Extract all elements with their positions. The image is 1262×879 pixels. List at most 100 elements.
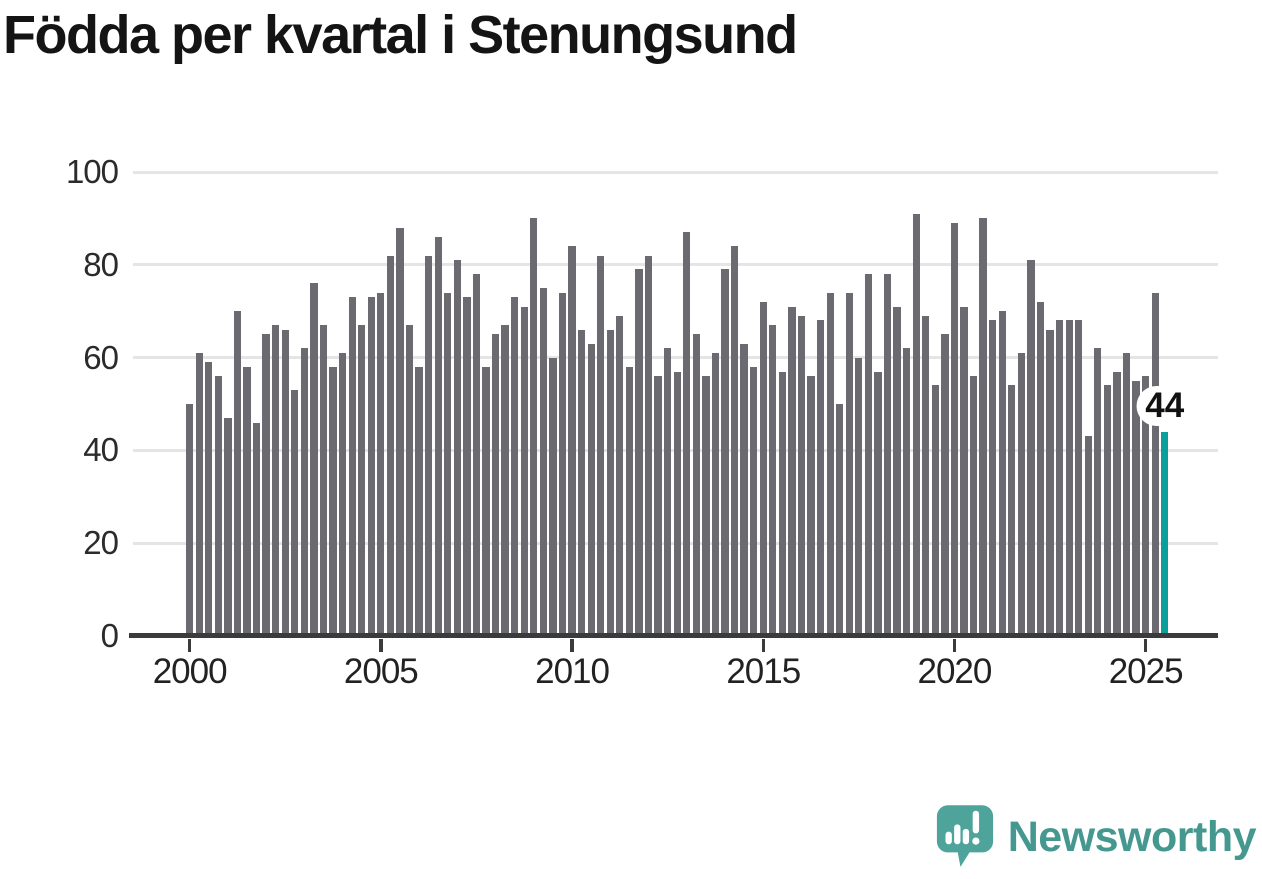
bar xyxy=(597,255,605,636)
bar xyxy=(893,306,901,636)
bar xyxy=(1055,320,1064,636)
bar xyxy=(711,352,720,636)
bar xyxy=(539,288,548,636)
bar xyxy=(826,292,834,636)
x-axis-tick-2000 xyxy=(187,639,192,652)
x-axis-tick-2005 xyxy=(379,639,383,652)
bar xyxy=(1103,385,1112,636)
gridline-y-100 xyxy=(133,170,1218,174)
y-axis-label-0: 0 xyxy=(100,617,119,654)
branding-name: Newsworthy xyxy=(1007,812,1257,861)
bar xyxy=(214,376,222,636)
bar xyxy=(549,357,557,636)
bar xyxy=(1008,385,1016,636)
bar xyxy=(1122,352,1131,636)
bar xyxy=(960,306,968,636)
bar xyxy=(520,306,528,636)
bar xyxy=(577,329,586,636)
bar xyxy=(1094,348,1102,636)
logo-bar-short-icon xyxy=(945,831,952,845)
chart-title: Födda per kvartal i Stenungsund xyxy=(3,5,798,65)
x-axis-label-2020: 2020 xyxy=(917,652,993,691)
bar xyxy=(616,315,624,636)
bar xyxy=(740,343,748,636)
bar xyxy=(444,292,452,636)
gridline-y-60 xyxy=(133,356,1218,360)
x-axis-label-2005: 2005 xyxy=(343,652,419,691)
newsworthy-logo-icon xyxy=(936,805,993,867)
bar xyxy=(252,422,261,636)
bar xyxy=(788,306,796,636)
bar xyxy=(386,255,395,636)
bar xyxy=(224,417,232,636)
x-axis-tick-2025 xyxy=(1143,639,1148,652)
bar xyxy=(319,325,328,636)
x-axis-line xyxy=(129,633,1218,638)
bar xyxy=(1132,380,1140,636)
bar xyxy=(673,371,681,636)
bar xyxy=(654,376,662,636)
bar xyxy=(205,362,213,636)
bar xyxy=(816,320,825,636)
y-axis-label-60: 60 xyxy=(83,338,119,376)
bar xyxy=(635,269,643,636)
bar xyxy=(683,232,691,636)
bar xyxy=(1142,376,1150,636)
bar xyxy=(262,334,270,636)
branding: Newsworthy xyxy=(936,803,1257,871)
y-axis-label-20: 20 xyxy=(83,524,119,562)
bar xyxy=(348,297,356,636)
bar xyxy=(233,311,242,636)
bar xyxy=(1151,292,1159,636)
bar xyxy=(931,385,939,636)
bar xyxy=(778,371,787,636)
bar xyxy=(1075,320,1083,636)
bar xyxy=(606,329,614,636)
highlight-value-label: 44 xyxy=(1145,385,1185,425)
bar xyxy=(644,255,653,636)
highlight-value-annotation: 44 xyxy=(1136,385,1194,426)
x-axis-label-2000: 2000 xyxy=(152,652,228,691)
bar xyxy=(587,343,595,636)
bar xyxy=(281,329,289,636)
bar xyxy=(969,376,978,636)
bar xyxy=(396,227,404,636)
bar xyxy=(434,236,442,636)
bar xyxy=(750,366,758,636)
bar xyxy=(922,315,930,636)
bar xyxy=(664,348,672,636)
logo-exclamation-dot-icon xyxy=(971,837,980,845)
bar xyxy=(855,357,863,636)
logo-bar-medium-icon xyxy=(962,828,969,845)
y-axis-label-80: 80 xyxy=(83,245,119,283)
bar xyxy=(883,274,892,636)
bar xyxy=(377,292,385,636)
bar xyxy=(1036,301,1045,636)
bar xyxy=(501,325,509,636)
logo-exclamation-stem-icon xyxy=(972,810,979,834)
bar xyxy=(1084,436,1092,636)
bar xyxy=(329,366,337,636)
bar xyxy=(367,297,375,636)
bar xyxy=(836,404,844,636)
logo-bar-tall-icon xyxy=(953,824,961,845)
bar xyxy=(769,325,777,636)
bar xyxy=(1046,329,1054,636)
y-axis-label-100: 100 xyxy=(65,153,119,190)
x-axis-label-2025: 2025 xyxy=(1108,652,1184,691)
bar xyxy=(625,366,634,636)
bar xyxy=(530,218,538,636)
plot-area: 44 0 20 40 60 80 100 2000 2005 2010 2015 2020 2025 xyxy=(66,153,1218,691)
bar xyxy=(1065,320,1073,636)
bar xyxy=(338,352,347,636)
bar xyxy=(979,218,987,636)
bar xyxy=(1113,371,1121,636)
bar xyxy=(998,311,1006,636)
bar xyxy=(310,283,318,636)
bar xyxy=(472,274,481,636)
bar xyxy=(807,376,815,636)
x-axis-tick-2020 xyxy=(952,639,957,652)
bar xyxy=(272,325,280,636)
bar xyxy=(511,297,519,636)
bar xyxy=(721,269,729,636)
